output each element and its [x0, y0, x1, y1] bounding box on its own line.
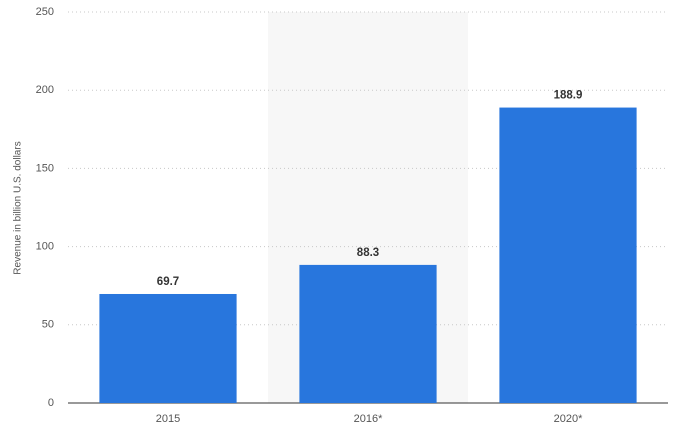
y-tick-label: 150	[36, 162, 54, 174]
x-tick-label: 2020*	[554, 413, 583, 425]
y-tick-label: 200	[36, 84, 54, 96]
y-tick-label: 250	[36, 6, 54, 18]
value-label: 69.7	[157, 276, 179, 288]
bar	[499, 107, 637, 404]
bar	[299, 264, 437, 403]
y-tick-label: 100	[36, 241, 54, 253]
x-tick-label: 2016*	[354, 413, 383, 425]
bar	[99, 293, 237, 403]
value-label: 188.9	[554, 90, 583, 102]
y-tick-label: 50	[42, 319, 54, 331]
x-tick-label: 2015	[156, 413, 180, 425]
y-axis-title: Revenue in billion U.S. dollars	[13, 141, 24, 274]
value-label: 88.3	[357, 247, 379, 259]
y-tick-label: 0	[48, 397, 54, 409]
